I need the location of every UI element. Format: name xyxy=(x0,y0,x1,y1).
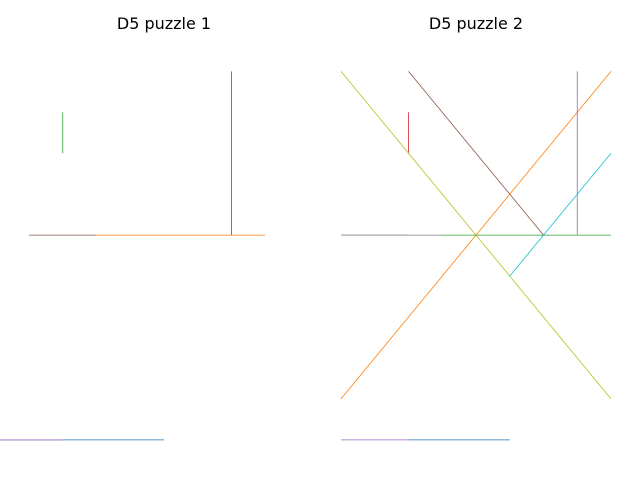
segment-line-10 xyxy=(509,152,612,277)
segment-line-6 xyxy=(408,71,544,236)
subplot-puzzle-2: D5 puzzle 2 xyxy=(340,14,612,441)
subplot-title: D5 puzzle 2 xyxy=(429,14,523,33)
subplot-puzzle-1: D5 puzzle 1 xyxy=(0,14,266,441)
subplot-title: D5 puzzle 1 xyxy=(117,14,211,33)
segment-line-9 xyxy=(340,71,612,400)
